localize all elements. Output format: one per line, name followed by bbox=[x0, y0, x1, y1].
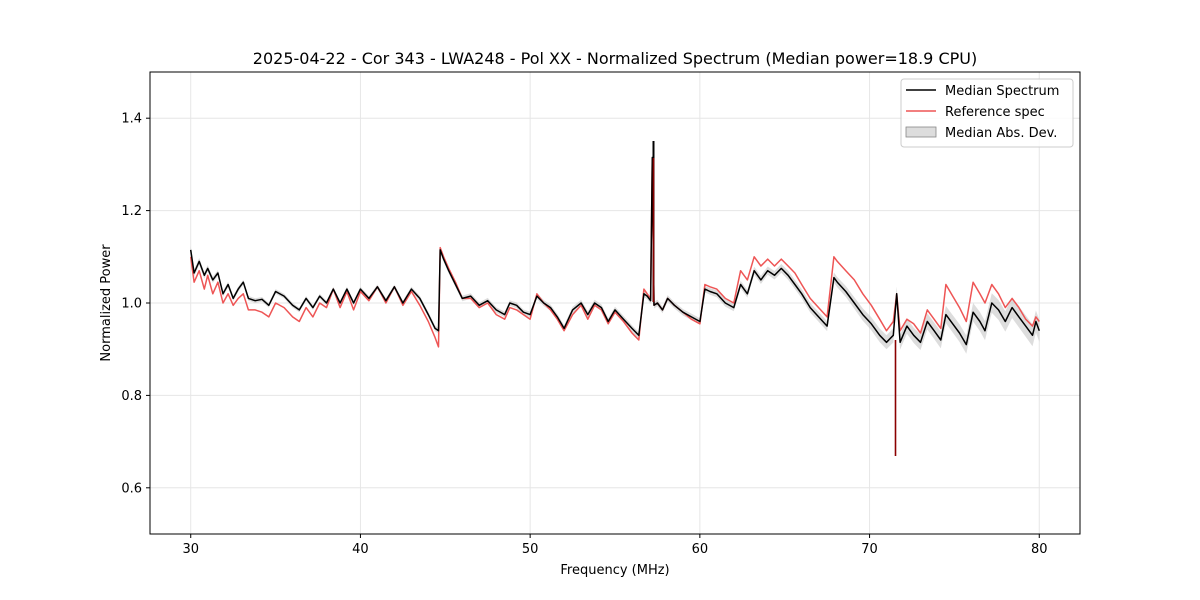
y-tick-label: 1.0 bbox=[121, 297, 142, 312]
x-axis: 30 40 50 60 70 80 bbox=[182, 534, 1048, 557]
y-tick-label: 0.8 bbox=[121, 389, 142, 404]
legend-box bbox=[900, 78, 1074, 148]
x-axis-label: Frequency (MHz) bbox=[560, 563, 669, 578]
legend-mad-label: Median Abs. Dev. bbox=[945, 126, 1057, 141]
grid bbox=[150, 72, 1080, 534]
y-tick-label: 1.4 bbox=[121, 112, 142, 127]
x-tick-label: 30 bbox=[182, 542, 199, 557]
plot-area bbox=[149, 71, 1081, 535]
y-axis-label: Normalized Power bbox=[99, 244, 114, 362]
legend-reference-label: Reference spec bbox=[945, 105, 1045, 120]
x-tick-label: 80 bbox=[1031, 542, 1048, 557]
median-spectrum-line bbox=[189, 156, 1041, 346]
y-axis: 0.6 0.8 1.0 1.2 1.4 bbox=[121, 112, 150, 496]
x-tick-label: 70 bbox=[861, 542, 878, 557]
legend-mad-swatch bbox=[905, 126, 937, 138]
y-tick-label: 0.6 bbox=[121, 481, 142, 496]
legend-median-label: Median Spectrum bbox=[945, 84, 1059, 99]
x-tick-label: 50 bbox=[522, 542, 539, 557]
y-tick-label: 1.2 bbox=[121, 204, 142, 219]
x-tick-label: 60 bbox=[692, 542, 709, 557]
reference-spectrum-line bbox=[189, 159, 1040, 348]
x-tick-label: 40 bbox=[352, 542, 369, 557]
chart-title: 2025-04-22 - Cor 343 - LWA248 - Pol XX -… bbox=[253, 49, 977, 68]
legend: Median Spectrum Reference spec Median Ab… bbox=[900, 78, 1074, 148]
